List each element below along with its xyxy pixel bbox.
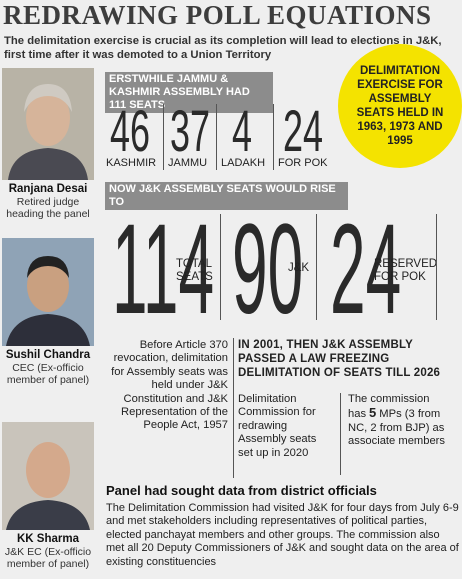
seat-label: FOR POK	[278, 157, 328, 169]
seat-number: 46	[110, 99, 150, 164]
title: REDRAWING POLL EQUATIONS	[3, 0, 432, 30]
divider	[436, 214, 437, 320]
seat-label: RESERVED FOR POK	[374, 258, 438, 283]
seat-label: JAMMU	[168, 157, 208, 169]
history-text: Before Article 370 revocation, delimitat…	[111, 339, 228, 432]
seat-number: 37	[170, 99, 210, 164]
members-count: 5	[369, 405, 377, 421]
panel-text: The Delimitation Commission had visited …	[106, 502, 459, 568]
freeze-text: IN 2001, THEN J&K ASSEMBLY PASSED A LAW …	[238, 339, 441, 379]
divider	[233, 338, 234, 478]
person-name: Sushil Chandra	[5, 349, 91, 361]
divider	[216, 104, 217, 170]
person-name: Ranjana Desai	[8, 183, 88, 195]
commission-text: Delimitation Commission for redrawing As…	[238, 393, 317, 459]
seat-number: 4	[232, 99, 253, 164]
person-role: CEC (Ex-officio member of panel)	[6, 362, 90, 386]
person-role: J&K EC (Ex-officio member of panel)	[4, 546, 92, 570]
subtitle: The delimitation exercise is crucial as …	[4, 35, 442, 61]
divider	[220, 214, 221, 320]
seat-label: LADAKH	[221, 157, 266, 169]
seat-label: J&K	[288, 262, 310, 274]
person-name: KK Sharma	[17, 533, 79, 545]
seat-label: TOTAL SEATS	[176, 258, 213, 283]
callout: DELIMITATION EXERCISE FOR ASSEMBLY SEATS…	[338, 44, 462, 168]
portrait	[2, 422, 94, 530]
members-text: The commission has 5 MPs (3 from NC, 2 fro…	[348, 393, 458, 449]
divider	[316, 214, 317, 320]
divider	[340, 393, 341, 475]
divider	[273, 104, 274, 170]
seat-label: KASHMIR	[106, 157, 157, 169]
section-heading: ERSTWHILE JAMMU & KASHMIR ASSEMBLY HAD 1…	[105, 72, 273, 113]
panel-heading: Panel had sought data from district offi…	[106, 483, 377, 498]
portrait	[2, 238, 94, 346]
seat-number: 114	[112, 198, 215, 341]
divider	[163, 104, 164, 170]
seat-number: 90	[232, 198, 304, 341]
members-before: The commission has	[348, 393, 430, 421]
section-heading: NOW J&K ASSEMBLY SEATS WOULD RISE TO	[105, 182, 348, 210]
seat-number: 24	[330, 198, 402, 341]
person-role: Retired judge heading the panel	[6, 196, 90, 220]
portrait	[2, 68, 94, 180]
members-after: MPs (3 from NC, 2 from BJP) as associate…	[348, 408, 445, 448]
callout-text: DELIMITATION EXERCISE FOR ASSEMBLY SEATS…	[356, 65, 444, 147]
seat-number: 24	[283, 99, 323, 164]
